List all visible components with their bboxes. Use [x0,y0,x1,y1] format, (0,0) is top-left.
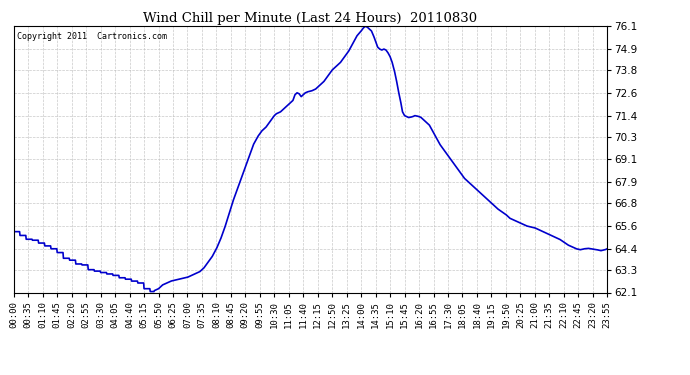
Title: Wind Chill per Minute (Last 24 Hours)  20110830: Wind Chill per Minute (Last 24 Hours) 20… [144,12,477,25]
Text: Copyright 2011  Cartronics.com: Copyright 2011 Cartronics.com [17,32,167,40]
